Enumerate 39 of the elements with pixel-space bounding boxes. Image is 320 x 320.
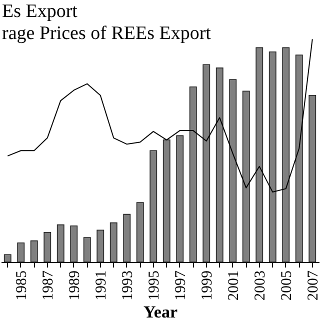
bar [295, 54, 303, 262]
x-tick-label: 1995 [146, 270, 162, 300]
bar [83, 237, 91, 262]
bar [189, 86, 197, 262]
bar [202, 64, 210, 262]
bar [30, 240, 38, 262]
annotation: rage Prices of REEs Export [2, 23, 212, 44]
bar [308, 94, 316, 262]
text: Es Export [2, 1, 78, 22]
bar [136, 202, 144, 262]
bar [44, 232, 52, 262]
bar [282, 47, 290, 262]
x-tick-label: 1985 [14, 270, 30, 300]
x-tick-label: 1993 [120, 270, 136, 300]
x-tick-label: 2005 [278, 270, 295, 300]
bar [4, 254, 12, 262]
x-tick-label: 1991 [93, 270, 110, 300]
x-tick-label: 2001 [226, 270, 242, 300]
bar [229, 79, 237, 262]
x-tick-label: 1997 [172, 270, 189, 300]
bar [162, 140, 170, 262]
x-tick-label: 2007 [305, 270, 320, 300]
x-tick-label: 1999 [199, 270, 216, 300]
x-axis-title: Year [144, 302, 178, 320]
bar [17, 242, 25, 262]
bar [242, 90, 250, 262]
bar [70, 226, 78, 262]
bar [216, 68, 224, 262]
bar [150, 150, 158, 262]
bar [96, 230, 104, 262]
x-tick-label: 1987 [40, 270, 56, 300]
x-tick-label: 1989 [66, 270, 83, 300]
x-tick-label: 2003 [252, 270, 268, 300]
bar [176, 135, 184, 262]
bar [256, 47, 264, 262]
bar [123, 214, 131, 262]
bar [268, 52, 276, 262]
bar [56, 224, 64, 262]
bar [110, 222, 118, 262]
